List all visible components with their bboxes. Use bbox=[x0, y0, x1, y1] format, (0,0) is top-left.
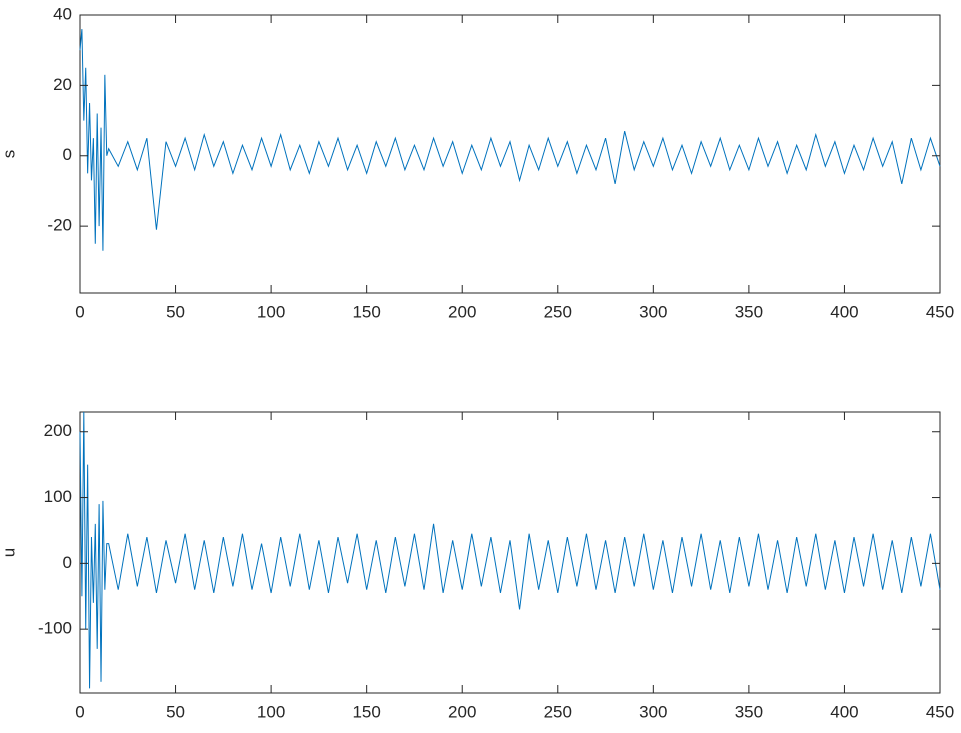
axes-box bbox=[79, 411, 941, 694]
x-tick-label: 50 bbox=[166, 702, 185, 721]
y-tick-label: 20 bbox=[53, 75, 72, 94]
data-line bbox=[79, 29, 941, 251]
y-tick-label: 100 bbox=[44, 487, 72, 506]
x-tick-label: 200 bbox=[448, 302, 476, 321]
y-tick-label: 200 bbox=[44, 421, 72, 440]
x-tick-label: 400 bbox=[830, 302, 858, 321]
x-tick-label: 0 bbox=[75, 702, 84, 721]
x-tick-label: 100 bbox=[257, 702, 285, 721]
data-line bbox=[79, 411, 941, 689]
x-tick-label: 400 bbox=[830, 702, 858, 721]
x-tick-label: 250 bbox=[544, 702, 572, 721]
y-tick-label: 40 bbox=[53, 4, 72, 23]
x-tick-label: 300 bbox=[639, 302, 667, 321]
y-tick-label: 0 bbox=[63, 553, 72, 572]
x-tick-label: 150 bbox=[352, 302, 380, 321]
x-tick-label: 100 bbox=[257, 302, 285, 321]
x-tick-label: 250 bbox=[544, 302, 572, 321]
axes-box bbox=[79, 14, 941, 294]
x-tick-label: 0 bbox=[75, 302, 84, 321]
x-tick-label: 350 bbox=[735, 702, 763, 721]
x-tick-label: 50 bbox=[166, 302, 185, 321]
y-axis-label: u bbox=[0, 548, 18, 557]
y-tick-label: 0 bbox=[63, 145, 72, 164]
x-tick-label: 350 bbox=[735, 302, 763, 321]
x-tick-label: 200 bbox=[448, 702, 476, 721]
x-tick-label: 300 bbox=[639, 702, 667, 721]
y-tick-label: -20 bbox=[47, 216, 72, 235]
x-tick-label: 450 bbox=[926, 702, 954, 721]
x-tick-label: 450 bbox=[926, 302, 954, 321]
y-axis-label: s bbox=[0, 150, 18, 159]
x-tick-label: 150 bbox=[352, 702, 380, 721]
y-tick-label: -100 bbox=[38, 619, 72, 638]
